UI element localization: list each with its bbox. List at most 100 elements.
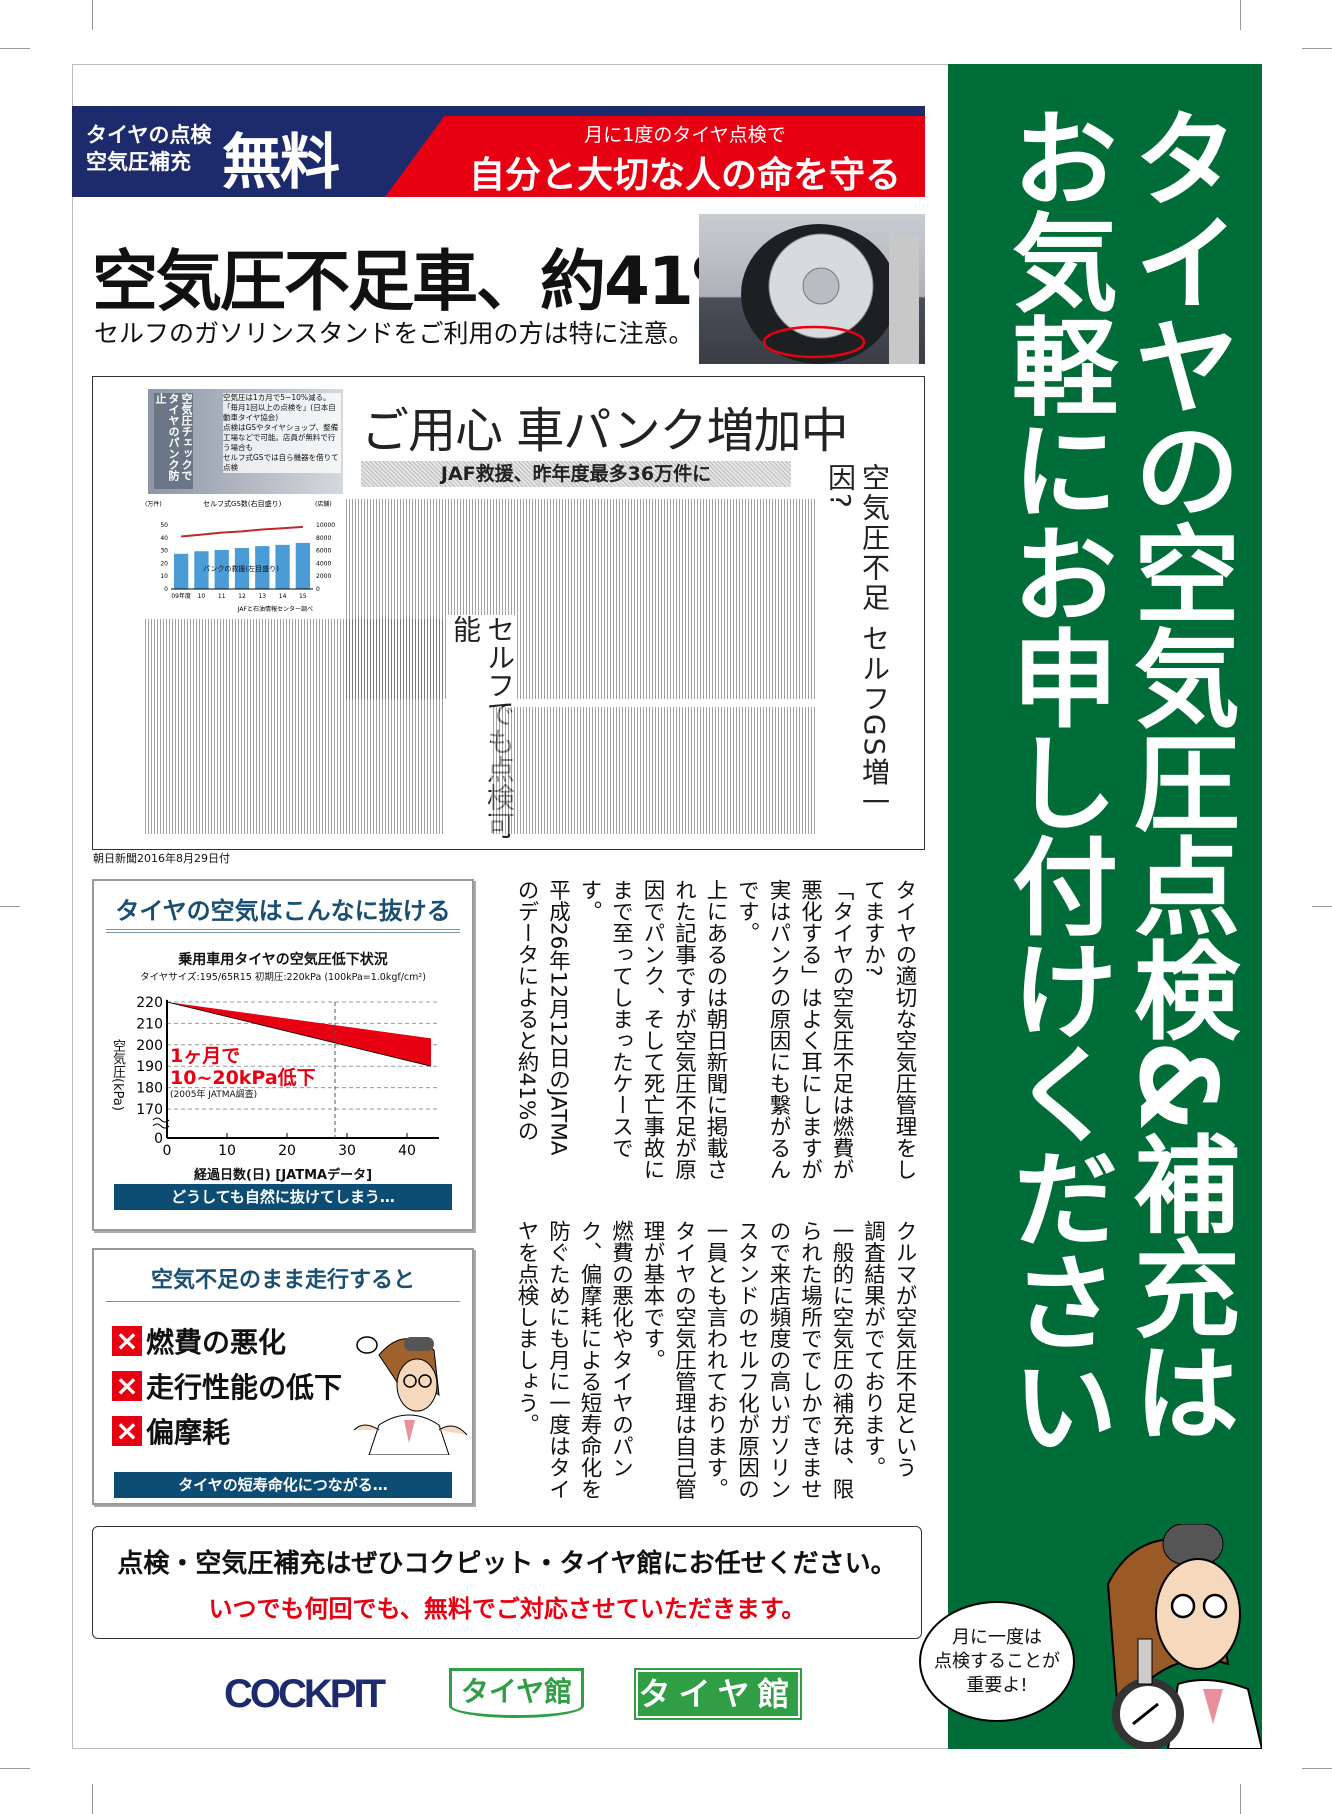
mini-right-unit: (店舗) [315, 500, 332, 508]
confused-woman-illustration [353, 1336, 468, 1455]
annotation-line2: 10~20kPa低下 [170, 1067, 316, 1089]
mini-line-label: セルフ式GS数(右目盛り) [203, 499, 282, 508]
x-tick-label: 10 [218, 1143, 236, 1159]
news-source-caption: 朝日新聞2016年8月29日付 [93, 852, 230, 865]
newspaper-clipping: 空気圧チェックでタイヤのパンク防止 空気圧は1カ月で5~10%減る。「毎月1回以… [92, 376, 925, 850]
y-tick-label: 210 [136, 1016, 163, 1032]
mini-bar [214, 549, 229, 589]
tire-kan-logo-outline: タイヤ館 [449, 1668, 584, 1718]
slogan-band: 月に1度のタイヤ点検で 自分と大切な人の命を守る [385, 116, 925, 197]
mini-right-tick: 0 [316, 586, 320, 593]
y-tick-label: 0 [154, 1131, 163, 1147]
mini-right-tick: 10000 [316, 522, 335, 529]
pressure-chart: 0 170 180 190 200 210 220 0 10 20 30 40 [136, 995, 439, 1159]
chart-xlabel: 経過日数(日) [JATMAデータ] [193, 1168, 373, 1183]
mini-left-tick: 20 [160, 560, 168, 567]
banner-column-2: お気軽にお申し付けください [994, 104, 1117, 1456]
crop-mark [1302, 48, 1332, 49]
news-side-headline: 空気圧不足 セルフGS増一因? [824, 463, 891, 818]
annotation-line1: 1ヶ月で [170, 1045, 241, 1067]
slogan-big: 自分と大切な人の命を守る [468, 155, 901, 196]
news-photo: 空気圧チェックでタイヤのパンク防止 空気圧は1カ月で5~10%減る。「毎月1回以… [148, 389, 343, 494]
tire-kan-logo-solid: タイヤ館 [634, 1668, 802, 1720]
tire-icon [741, 224, 919, 364]
mini-x-label: 14 [279, 593, 287, 600]
news-subhead: JAF救援、昨年度最多36万件に [361, 461, 791, 487]
x-mark-icon: × [112, 1325, 142, 1356]
warning-item: × 燃費の悪化 [112, 1318, 342, 1363]
crop-mark [0, 1768, 30, 1769]
warning-item-label: 偏摩耗 [146, 1415, 231, 1449]
flat-tire-photo [699, 214, 925, 364]
cta-line2: いつでも何回でも、無料でご対応させていただきます。 [208, 1595, 806, 1623]
cta-box: 点検・空気圧補充はぜひコクピット・タイヤ館にお任せください。 いつでも何回でも、… [92, 1526, 922, 1639]
title-divider [106, 1301, 460, 1302]
body-text-block2: クルマが空気圧不足という 調査結果がでております。 一般的に空気圧の補充は、限 … [514, 1220, 917, 1500]
pressure-box-title: タイヤの空気はこんなに抜ける [115, 897, 451, 925]
mini-bar [174, 553, 189, 589]
mini-left-tick: 10 [160, 573, 168, 580]
cta-line1: 点検・空気圧補充はぜひコクピット・タイヤ館にお任せください。 [117, 1549, 897, 1579]
warning-title: 空気不足のまま走行すると [150, 1268, 415, 1293]
x-mark-icon: × [112, 1370, 142, 1401]
mini-x-label: 09年度 [171, 592, 191, 600]
mini-left-tick: 40 [160, 535, 168, 542]
banner-column-1: タイヤの空気圧点検&補充は [1116, 104, 1239, 1443]
warning-banner: タイヤの短寿命化につながる… [114, 1472, 452, 1498]
mini-x-label: 13 [258, 593, 266, 600]
news-body-text [491, 707, 815, 834]
x-tick-label: 30 [338, 1143, 356, 1159]
warning-item-label: 燃費の悪化 [146, 1325, 287, 1359]
crop-mark [92, 0, 93, 30]
mini-x-label: 10 [198, 593, 206, 600]
news-bullet: セルフ式GSでは自ら機器を借りて点検 [223, 453, 339, 472]
main-subtitle: セルフのガソリンスタンドをご利用の方は特に注意。 [94, 319, 694, 348]
mini-right-tick: 2000 [316, 573, 331, 580]
mini-right-tick: 4000 [316, 560, 331, 567]
body-text-block1: タイヤの適切な空気圧管理をし てますか? 「タイヤの空気圧不足は燃費が 悪化する… [514, 879, 917, 1180]
crop-mark [1240, 0, 1241, 30]
warning-item-label: 走行性能の低下 [146, 1370, 343, 1404]
y-tick-label: 170 [136, 1102, 163, 1118]
mini-bar [255, 546, 270, 589]
mini-x-label: 15 [299, 593, 307, 600]
mini-left-tick: 0 [164, 586, 168, 593]
news-headline: ご用心 車パンク増加中 [361, 403, 849, 459]
news-bullet: 点検はGSやタイヤショップ、整備工場などで可能。店員が無料で行う場合も [223, 423, 339, 452]
x-tick-label: 0 [163, 1143, 172, 1159]
mini-left-unit: (万件) [145, 500, 162, 508]
woman-with-gauge-illustration [1106, 1524, 1262, 1749]
warning-list: × 燃費の悪化 × 走行性能の低下 × 偏摩耗 [112, 1318, 342, 1453]
mini-source: JAFと石油情報センター調べ [237, 605, 313, 613]
mini-bar [275, 544, 290, 589]
news-photo-caption: 空気圧チェックでタイヤのパンク防止 [154, 393, 193, 489]
green-side-banner: タイヤの空気圧点検&補充は お気軽にお申し付けください [948, 64, 1262, 1749]
chart-title: 乗用車用タイヤの空気圧低下状況 [178, 952, 388, 968]
lower-bound-line [166, 1001, 432, 1067]
y-tick-label: 200 [136, 1038, 163, 1054]
news-photo-bullets: 空気圧は1カ月で5~10%減る。「毎月1回以上の点検を」(日本自動車タイヤ協会)… [223, 393, 341, 473]
chart-annotation: 1ヶ月で 10~20kPa低下 (2005年 JATMA調査) [170, 1045, 316, 1101]
crop-mark [1312, 906, 1332, 907]
mini-x-label: 12 [238, 593, 246, 600]
main-headline: 空気圧不足車、約41% [92, 243, 758, 320]
mini-line [181, 525, 303, 538]
free-label-line1: タイヤの点検 [86, 123, 212, 147]
news-bullet: 空気圧は1カ月で5~10%減る。「毎月1回以上の点検を」(日本自動車タイヤ協会) [223, 393, 336, 422]
slogan-small: 月に1度のタイヤ点検で [584, 124, 786, 146]
mini-bar-label: パンクの救援(左目盛り) [203, 564, 279, 573]
y-tick-label: 190 [136, 1059, 163, 1075]
mini-right-tick: 6000 [316, 548, 331, 555]
mini-bar [295, 542, 310, 589]
news-body-text [143, 619, 443, 834]
annotation-note: (2005年 JATMA調査) [170, 1090, 258, 1100]
warning-item: × 偏摩耗 [112, 1408, 342, 1453]
mini-x-label: 11 [218, 593, 226, 600]
speech-bubble: 月に一度は 点検することが 重要よ! [919, 1601, 1075, 1722]
crop-mark [92, 1784, 93, 1814]
free-service-label: タイヤの点検 空気圧補充 [86, 122, 211, 176]
pressure-box-banner: どうしても自然に抜けてしまう… [114, 1184, 452, 1210]
pressure-chart-box: タイヤの空気はこんなに抜ける 乗用車用タイヤの空気圧低下状況 タイヤサイズ:19… [92, 879, 474, 1231]
crop-mark [0, 906, 20, 907]
mini-bar [194, 551, 209, 589]
